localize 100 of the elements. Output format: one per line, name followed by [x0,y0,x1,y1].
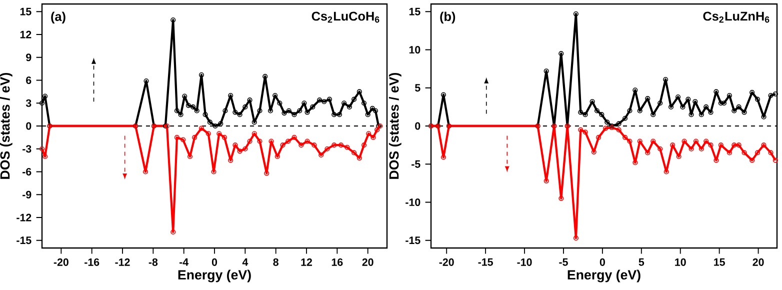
point [252,131,257,136]
x-tick-label: 5 [638,258,644,266]
point [317,98,322,103]
y-tick-label: 0 [26,122,32,130]
x-tick-label: -5 [559,258,568,266]
point [257,138,262,144]
point [247,98,252,103]
point [326,96,332,102]
point [573,236,578,241]
point [280,142,286,148]
point [297,108,302,114]
y-axis-title: DOS (states / eV) [0,72,12,179]
point [594,108,600,114]
point [352,96,357,102]
point [742,110,747,115]
point [768,150,774,156]
point [686,96,691,102]
point [312,142,317,148]
point [277,100,282,106]
x-tick-label: -20 [439,258,454,266]
point [582,112,588,118]
point [336,112,342,118]
point [708,110,714,115]
point [228,158,234,163]
point [637,138,642,144]
point [242,104,248,110]
point [590,99,595,104]
y-tick-label: -12 [16,214,32,222]
point [252,120,257,125]
y-tick-label: 3 [26,99,32,107]
point [170,229,176,235]
point [190,104,196,110]
point [718,142,724,148]
point [627,138,632,144]
x-tick-label: 0 [600,258,605,266]
x-tick-label: -16 [84,258,100,266]
point [186,102,191,108]
point [304,138,310,144]
point [212,123,218,129]
x-tick-label: -15 [478,258,493,266]
point [627,108,632,114]
x-tick-label: -20 [54,258,68,266]
y-tick-label: -15 [16,236,32,244]
point [242,146,248,152]
point [616,121,622,126]
point [304,110,310,115]
y-tick-label: 0 [415,122,420,130]
point [742,150,747,156]
point [194,108,200,114]
y-tick-label: 15 [409,8,420,16]
point [352,150,357,156]
point [754,96,760,102]
point [650,112,656,118]
point [637,108,642,114]
point [374,127,380,132]
point [170,17,176,23]
point [704,104,709,110]
point [268,138,274,144]
y-tick-label: -3 [22,145,32,153]
point [142,169,148,174]
point [632,88,638,93]
point [558,196,564,201]
point [736,142,742,148]
point [198,126,204,131]
point [372,108,378,114]
point [318,152,324,158]
y-tick-label: -9 [22,190,32,198]
point [356,155,362,161]
point [268,108,273,114]
point [370,106,375,111]
x-axis-title: Energy (eV) [178,270,251,282]
annotation: Cs$_{2}$LuCoH$_{6}$ [312,12,380,23]
point [732,142,737,148]
point [39,100,45,106]
point [544,68,549,74]
point [704,138,709,144]
annotation: (a) [51,12,66,24]
point [658,146,663,152]
point [693,138,698,144]
point [370,134,376,140]
point [222,134,228,140]
point [604,120,610,125]
x-tick-label: 20 [362,258,374,266]
point [366,131,372,136]
y-tick-label: 6 [26,76,32,84]
x-tick-label: -10 [517,258,532,266]
point [338,142,344,148]
x-tick-label: 16 [332,258,343,266]
point [207,120,212,125]
y-tick-label: 15 [20,8,32,16]
y-axis-title: DOS (states / eV) [388,72,402,179]
point [237,148,242,154]
point [247,138,252,144]
point [206,131,211,136]
x-tick-label: 4 [242,258,248,266]
x-tick-label: -4 [180,258,189,266]
point [178,112,184,118]
point [174,134,180,140]
point [688,146,694,152]
point [736,104,742,110]
